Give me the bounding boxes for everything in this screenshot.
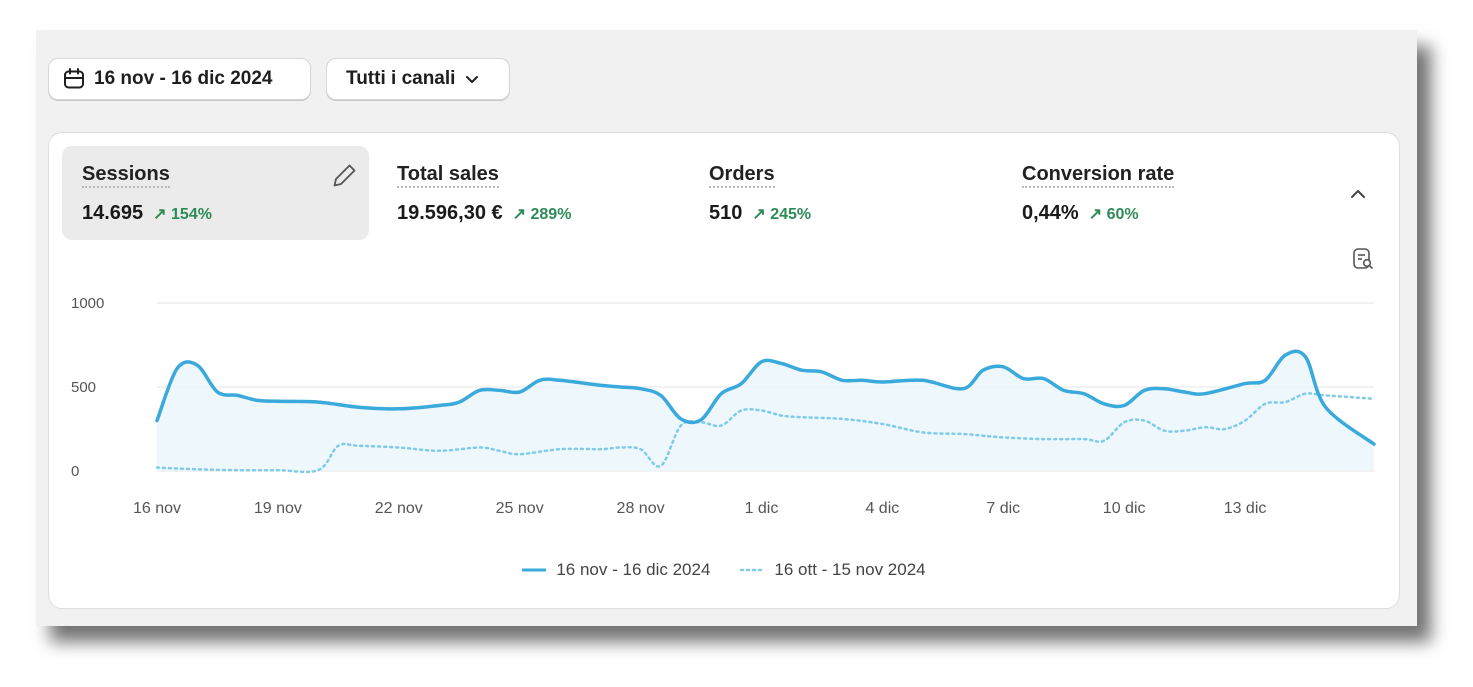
metric-tab-orders[interactable]: Orders 510 ↗ 245% (689, 146, 996, 240)
series-line-current-period (155, 349, 1376, 446)
x-tick-label: 10 dic (1103, 500, 1146, 517)
date-range-label: 16 nov - 16 dic 2024 (94, 68, 273, 89)
x-tick-label: 22 nov (375, 500, 423, 517)
x-tick-label: 13 dic (1224, 500, 1267, 517)
legend-label: 16 ott - 15 nov 2024 (774, 560, 926, 579)
x-tick-label: 19 nov (254, 500, 302, 517)
calendar-icon (63, 68, 85, 90)
series-line-previous-period (155, 392, 1376, 474)
sessions-line-chart: 1000 500 0 16 nov 19 nov 22 nov 25 nov 28 nov 1… (71, 295, 1376, 517)
y-tick-label: 1000 (71, 295, 104, 312)
y-tick-label: 0 (71, 463, 79, 480)
x-tick-label: 4 dic (865, 500, 899, 517)
metric-change: ↗ 289% (512, 206, 572, 223)
x-tick-label: 7 dic (986, 500, 1020, 517)
y-tick-label: 500 (71, 379, 96, 396)
metric-tab-conversion-rate[interactable]: Conversion rate 0,44% ↗ 60% (1002, 146, 1309, 240)
chevron-up-icon[interactable] (1345, 181, 1371, 207)
metric-value-row: 510 ↗ 245% (709, 202, 811, 225)
metric-tab-total-sales[interactable]: Total sales 19.596,30 € ↗ 289% (377, 146, 684, 240)
chart-legend: 16 nov - 16 dic 2024 16 ott - 15 nov 202… (49, 560, 1399, 580)
metric-change: ↗ 60% (1088, 206, 1139, 223)
date-range-button[interactable]: 16 nov - 16 dic 2024 (48, 58, 311, 100)
legend-swatch-dotted (740, 567, 765, 573)
x-tick-label: 25 nov (496, 500, 544, 517)
metric-value: 14.695 (82, 202, 144, 224)
x-tick-label: 1 dic (745, 500, 779, 517)
channel-filter-label: Tutti i canali (346, 68, 456, 89)
metric-tab-sessions[interactable]: Sessions 14.695 ↗ 154% (62, 146, 369, 240)
metric-change: ↗ 154% (153, 206, 212, 223)
metric-value-row: 19.596,30 € ↗ 289% (397, 202, 571, 225)
channel-filter-button[interactable]: Tutti i canali (326, 58, 510, 100)
sessions-chart-card: Sessions 14.695 ↗ 154% Total sales 19.596… (48, 132, 1400, 609)
metric-value: 0,44% (1022, 202, 1079, 224)
metric-value-row: 14.695 ↗ 154% (82, 202, 212, 225)
pencil-icon[interactable] (332, 162, 358, 193)
metric-value: 19.596,30 € (397, 202, 503, 224)
x-tick-label: 16 nov (133, 500, 181, 517)
metric-label: Sessions (82, 163, 170, 188)
metric-label: Conversion rate (1022, 163, 1175, 188)
metric-value-row: 0,44% ↗ 60% (1022, 202, 1139, 225)
legend-swatch-solid (522, 567, 547, 573)
legend-item-previous[interactable]: 16 ott - 15 nov 2024 (740, 560, 926, 580)
metric-change: ↗ 245% (752, 206, 812, 223)
metric-label: Total sales (397, 163, 499, 188)
legend-item-current[interactable]: 16 nov - 16 dic 2024 (522, 560, 710, 580)
chevron-down-icon (464, 71, 480, 87)
x-tick-label: 28 nov (617, 500, 665, 517)
metric-value: 510 (709, 202, 743, 224)
data-insight-icon[interactable] (1351, 247, 1375, 271)
metric-label: Orders (709, 163, 775, 188)
legend-label: 16 nov - 16 dic 2024 (556, 560, 711, 579)
